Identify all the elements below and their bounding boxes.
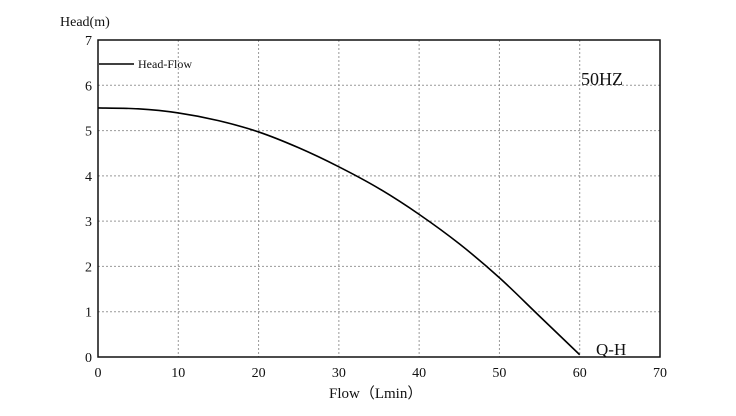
grid	[98, 40, 660, 357]
x-tick-label: 30	[332, 366, 346, 381]
series-layer	[97, 107, 581, 356]
y-tick-label: 4	[85, 170, 92, 185]
y-tick-label: 6	[85, 79, 92, 94]
head-flow-curve	[97, 107, 581, 356]
plot-frame	[97, 39, 661, 358]
x-tick-label: 60	[573, 366, 587, 381]
x-tick-label: 0	[95, 366, 102, 381]
y-tick-label: 1	[85, 306, 92, 321]
curve-annotation: Q-H	[596, 340, 626, 359]
x-axis-label: Flow（Lmin）	[329, 385, 422, 402]
x-tick-label: 20	[252, 366, 266, 381]
y-tick-label: 2	[85, 260, 92, 275]
x-tick-labels: 0 10 20 30 40 50 60 70	[95, 366, 668, 381]
y-axis-label: Head(m)	[60, 15, 110, 30]
y-tick-label: 5	[85, 125, 92, 140]
x-tick-label: 10	[171, 366, 185, 381]
y-tick-label: 0	[85, 351, 92, 366]
y-tick-label: 3	[85, 215, 92, 230]
y-tick-label: 7	[85, 34, 92, 49]
y-tick-labels: 0 1 2 3 4 5 6 7	[85, 34, 92, 366]
legend-label: Head-Flow	[138, 57, 192, 71]
x-tick-label: 50	[492, 366, 506, 381]
frequency-annotation: 50HZ	[581, 69, 623, 89]
x-tick-label: 70	[653, 366, 667, 381]
legend: Head-Flow	[99, 57, 192, 71]
x-tick-label: 40	[412, 366, 426, 381]
